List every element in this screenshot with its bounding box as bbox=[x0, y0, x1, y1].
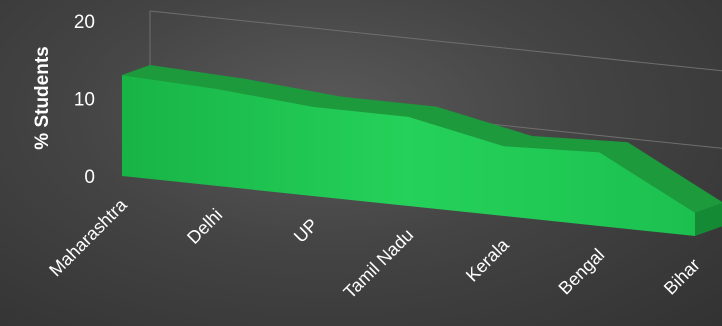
area-top-face bbox=[598, 142, 722, 214]
area-front-face bbox=[122, 75, 695, 236]
area-series bbox=[121, 64, 722, 236]
y-axis-title: % Students bbox=[32, 46, 53, 149]
y-tick-label: 10 bbox=[74, 90, 95, 111]
x-category-label: Kerala bbox=[462, 234, 514, 286]
x-category-label: Delhi bbox=[183, 205, 226, 248]
x-category-label: Maharashtra bbox=[45, 194, 131, 280]
x-category-label: UP bbox=[290, 215, 322, 247]
x-category-label: Bengal bbox=[555, 245, 609, 299]
gridline bbox=[149, 10, 722, 72]
area-end-face bbox=[695, 203, 722, 236]
x-category-label: Bihar bbox=[660, 255, 704, 299]
y-tick-label: 20 bbox=[74, 12, 95, 33]
y-axis-ticks: 0 10 20 bbox=[74, 12, 95, 188]
x-category-label: Tamil Nadu bbox=[340, 225, 418, 303]
y-tick-label: 0 bbox=[84, 167, 95, 188]
